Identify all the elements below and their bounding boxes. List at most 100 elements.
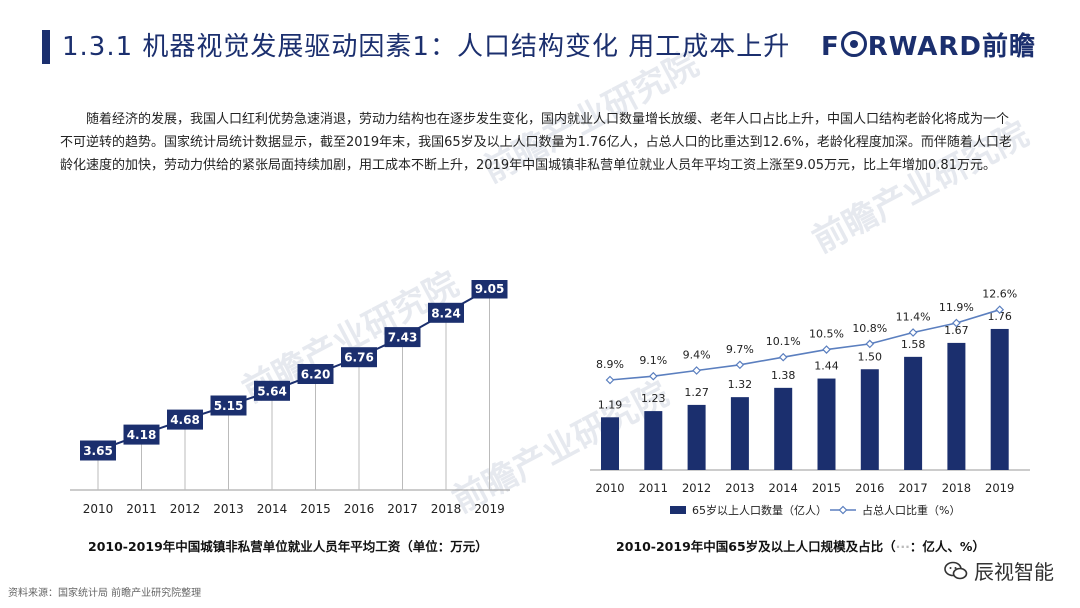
x-tick-label: 2018: [431, 502, 462, 516]
data-label-box: [341, 347, 377, 368]
data-label-box: [297, 364, 334, 384]
data-label: 7.43: [388, 331, 418, 345]
logo: F RWARD前瞻: [820, 31, 1036, 62]
data-point: 7.43: [384, 327, 421, 348]
wechat-icon: [944, 561, 968, 579]
x-tick-label: 2011: [126, 502, 157, 516]
x-tick-label: 2013: [725, 481, 754, 495]
ratio-marker: [692, 366, 701, 375]
ratio-marker: [648, 371, 658, 381]
data-label: 3.65: [83, 444, 113, 458]
data-point: 3.65: [80, 440, 116, 461]
data-label-box: [471, 280, 508, 299]
legend-line-marker: [838, 505, 848, 515]
bar-value-label: 1.67: [944, 324, 969, 337]
data-point: 9.05: [471, 280, 508, 299]
data-label-box: [167, 409, 203, 430]
data-point: 5.15: [210, 395, 247, 416]
ratio-marker: [995, 305, 1005, 315]
source-note: 资料来源：国家统计局 前瞻产业研究院整理: [8, 588, 202, 599]
wage-chart-caption: 2010-2019年中国城镇非私营单位就业人员年平均工资（单位：万元）: [88, 539, 488, 554]
x-tick-label: 2010: [83, 502, 114, 516]
data-point: 4.68: [167, 409, 203, 430]
bar-value-label: 1.19: [598, 398, 623, 411]
x-tick-label: 2014: [257, 502, 288, 516]
bar: [601, 417, 619, 470]
ratio-value-label: 10.8%: [852, 322, 887, 335]
data-label-box: [123, 424, 160, 445]
x-tick-label: 2013: [213, 502, 244, 516]
bar-value-label: 1.58: [901, 338, 926, 351]
ratio-value-label: 11.9%: [939, 301, 974, 314]
ratio-value-label: 9.1%: [639, 354, 667, 367]
x-tick-label: 2012: [682, 481, 711, 495]
data-label: 6.20: [301, 368, 331, 382]
data-label-box: [210, 395, 247, 416]
x-tick-label: 2014: [769, 481, 798, 495]
x-tick-label: 2011: [639, 481, 668, 495]
ratio-marker: [865, 339, 875, 349]
bar-value-label: 1.27: [684, 386, 709, 399]
data-label-box: [80, 440, 116, 461]
data-label: 4.68: [170, 413, 200, 427]
wechat-name: 辰视智能: [974, 560, 1054, 584]
data-point: 4.18: [123, 424, 160, 445]
data-label: 9.05: [475, 282, 505, 296]
ratio-value-label: 12.6%: [982, 288, 1017, 301]
bar: [860, 369, 879, 470]
x-tick-label: 2018: [942, 481, 971, 495]
ratio-marker: [822, 345, 831, 354]
bar: [904, 356, 923, 470]
ratio-marker: [605, 375, 615, 385]
legend-bar-label: 65岁以上人口数量（亿人）: [692, 503, 827, 517]
data-label: 6.76: [344, 351, 374, 365]
ratio-value-label: 11.4%: [896, 311, 931, 324]
population-chart: 1.19 2010 1.23 2011 1.27 2012 1.32 2013 1.38 2014…: [590, 288, 1030, 517]
legend-bar-swatch: [670, 506, 686, 514]
bar: [687, 404, 706, 470]
bar: [990, 328, 1009, 470]
x-tick-label: 2019: [985, 481, 1014, 495]
wage-chart: 2010 2011 2012 2013 2014 2015 2016 2017 2018 2019…: [70, 280, 510, 516]
x-tick-label: 2016: [344, 502, 375, 516]
ratio-marker: [908, 328, 918, 337]
x-tick-label: 2016: [855, 481, 884, 495]
x-tick-label: 2015: [300, 502, 331, 516]
legend-line-label: 占总人口比重（%）: [862, 503, 960, 517]
wechat-account[interactable]: 辰视智能: [944, 556, 1054, 585]
data-label: 5.64: [257, 384, 287, 398]
page-title: 1.3.1 机器视觉发展驱动因素1：人口结构变化 用工成本上升: [62, 32, 791, 62]
bar-value-label: 1.23: [641, 392, 666, 405]
title-accent-bar: [42, 30, 50, 64]
x-tick-label: 2015: [812, 481, 841, 495]
ratio-value-label: 9.4%: [683, 349, 711, 362]
data-point: 5.64: [254, 380, 290, 401]
ratio-value-label: 10.5%: [809, 328, 844, 341]
bar-value-label: 1.50: [858, 350, 883, 363]
ratio-marker: [735, 360, 745, 370]
body-paragraph: 随着经济的发展，我国人口红利优势急速消退，劳动力结构也在逐步发生变化，国内就业人…: [60, 112, 1012, 173]
bar-value-label: 1.38: [771, 369, 796, 382]
ratio-value-label: 10.1%: [766, 335, 801, 348]
logo-o-icon: [840, 31, 867, 57]
bar: [644, 411, 663, 470]
x-tick-label: 2017: [387, 502, 418, 516]
bar: [817, 378, 836, 470]
x-tick-label: 2017: [898, 481, 927, 495]
x-tick-label: 2010: [595, 481, 624, 495]
data-label: 4.18: [127, 428, 157, 442]
data-point: 6.76: [341, 347, 377, 368]
data-point: 8.24: [428, 302, 464, 323]
bar: [774, 387, 793, 470]
data-label-box: [384, 327, 421, 348]
x-tick-label: 2012: [170, 502, 201, 516]
wage-line: [97, 287, 490, 452]
ratio-value-label: 9.7%: [726, 343, 754, 356]
data-label-box: [428, 302, 464, 323]
ratio-marker: [778, 352, 788, 362]
x-tick-label: 2019: [474, 502, 505, 516]
data-label: 5.15: [214, 399, 244, 413]
bar-value-label: 1.32: [728, 378, 753, 391]
ratio-line: [609, 308, 1000, 381]
data-label-box: [254, 380, 290, 401]
